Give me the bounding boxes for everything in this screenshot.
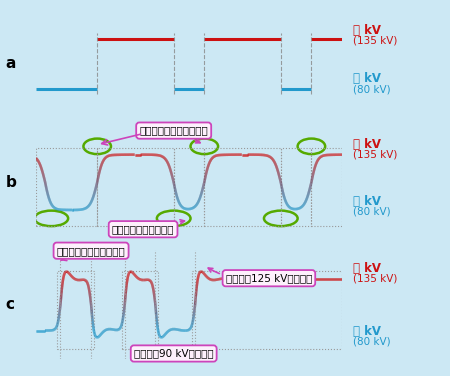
Text: (135 kV): (135 kV) (353, 35, 398, 45)
Text: 管電圧が不安定な過渡期: 管電圧が不安定な過渡期 (57, 246, 126, 261)
Text: (80 kV): (80 kV) (353, 84, 391, 94)
Text: c: c (5, 297, 14, 312)
Text: (135 kV): (135 kV) (353, 274, 398, 284)
Text: b: b (5, 175, 16, 190)
Text: だいたい125 kVくらい？: だいたい125 kVくらい？ (208, 268, 312, 283)
Text: (80 kV): (80 kV) (353, 337, 391, 347)
Text: 低 kV: 低 kV (353, 325, 381, 338)
Text: 高 kV: 高 kV (353, 262, 381, 275)
Text: 高 kV: 高 kV (353, 138, 381, 151)
Text: (80 kV): (80 kV) (353, 206, 391, 216)
Text: 低 kV: 低 kV (353, 195, 381, 208)
Text: 高 kV: 高 kV (353, 24, 381, 36)
Text: a: a (5, 56, 16, 71)
Text: (135 kV): (135 kV) (353, 150, 398, 160)
Text: だいたい90 kVくらい？: だいたい90 kVくらい？ (134, 346, 213, 358)
Text: 管電圧が不安定な過渡期: 管電圧が不安定な過渡期 (140, 126, 208, 143)
Text: 低 kV: 低 kV (353, 73, 381, 85)
Text: 管電圧が安定した区間: 管電圧が安定した区間 (112, 220, 184, 234)
